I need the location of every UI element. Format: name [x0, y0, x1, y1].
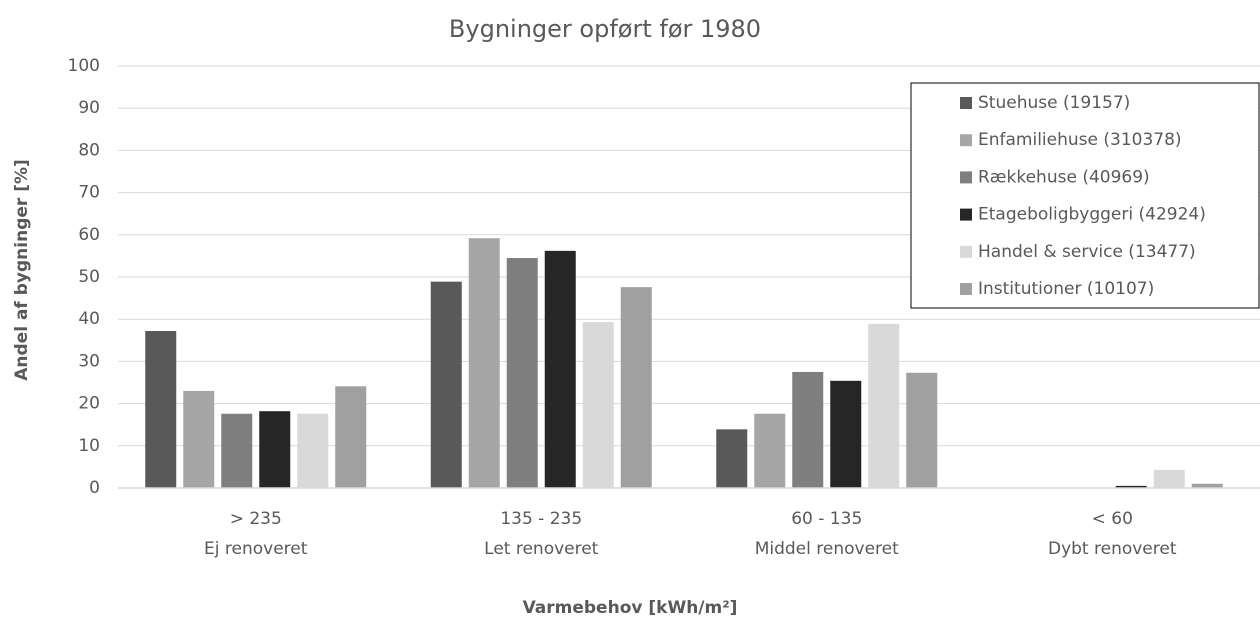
bar	[544, 250, 576, 488]
legend-swatch	[960, 208, 972, 221]
y-tick-label: 60	[78, 225, 100, 245]
bar	[868, 323, 900, 488]
x-tick-label: 60 - 135	[791, 509, 862, 529]
legend-label: Enfamiliehuse (310378)	[978, 130, 1182, 150]
legend-swatch	[960, 134, 972, 147]
y-tick-label: 30	[78, 351, 100, 371]
legend-label: Etageboligbyggeri (42924)	[978, 205, 1206, 225]
x-tick-label: Dybt renoveret	[1048, 539, 1177, 559]
bar	[582, 322, 614, 488]
y-tick-label: 20	[78, 394, 100, 414]
bar	[506, 258, 538, 488]
bar	[1191, 483, 1223, 488]
bar	[1115, 485, 1147, 488]
bar	[335, 386, 367, 488]
bar	[716, 429, 748, 488]
legend-label: Institutioner (10107)	[978, 279, 1154, 299]
bar	[1153, 469, 1185, 488]
y-tick-label: 90	[78, 98, 100, 118]
bar	[792, 371, 824, 488]
x-axis-label: Varmebehov [kWh/m²]	[523, 598, 738, 618]
x-tick-label: < 60	[1092, 509, 1133, 529]
bar	[468, 238, 500, 488]
legend-swatch	[960, 171, 972, 184]
bar	[620, 287, 652, 488]
x-tick-label: 135 - 235	[500, 509, 582, 529]
y-tick-label: 0	[89, 478, 100, 498]
y-tick-label: 70	[78, 183, 100, 203]
chart-title: Bygninger opført før 1980	[449, 15, 761, 43]
bar	[183, 390, 215, 488]
legend-label: Handel & service (13477)	[978, 242, 1196, 262]
legend-swatch	[960, 245, 972, 258]
legend-box	[910, 82, 1260, 309]
y-tick-label: 10	[78, 436, 100, 456]
legend-label: Rækkehuse (40969)	[978, 167, 1150, 187]
bar	[221, 413, 253, 488]
bar	[297, 413, 329, 488]
y-tick-label: 40	[78, 309, 100, 329]
y-tick-label: 80	[78, 140, 100, 160]
bar	[145, 331, 177, 488]
legend-swatch	[960, 97, 972, 109]
x-tick-label: Let renoveret	[484, 539, 599, 559]
bar	[259, 411, 291, 488]
x-tick-label: Middel renoveret	[755, 539, 899, 559]
bar	[906, 372, 938, 488]
y-tick-label: 50	[78, 267, 100, 287]
bar	[830, 380, 862, 488]
x-tick-label: > 235	[230, 509, 282, 529]
bar	[430, 281, 462, 488]
x-tick-label: Ej renoveret	[204, 539, 308, 559]
y-tick-label: 100	[68, 56, 100, 76]
bar	[754, 413, 786, 488]
y-axis-label: Andel af bygninger [%]	[12, 159, 32, 381]
legend-swatch	[960, 283, 972, 295]
legend-label: Stuehuse (19157)	[978, 93, 1130, 113]
